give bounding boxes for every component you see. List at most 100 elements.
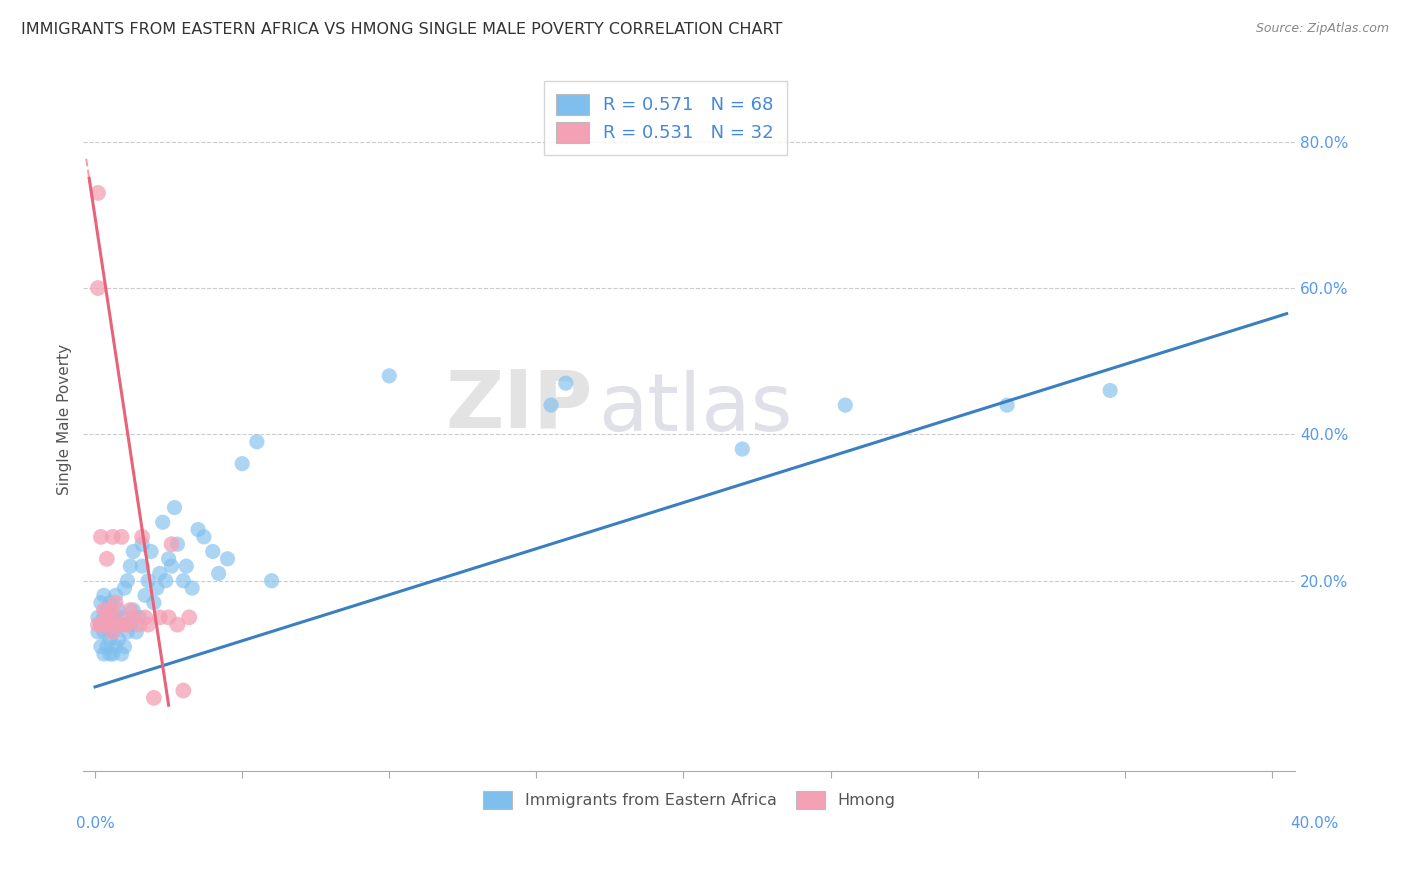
- Point: [142, 596, 165, 610]
- Point: [149, 566, 172, 581]
- Point: [87, 625, 110, 640]
- Point: [134, 610, 156, 624]
- Point: [172, 683, 194, 698]
- Legend: Immigrants from Eastern Africa, Hmong: Immigrants from Eastern Africa, Hmong: [477, 784, 901, 816]
- Point: [90, 596, 112, 610]
- Point: [96, 640, 118, 654]
- Point: [540, 398, 562, 412]
- Point: [149, 610, 172, 624]
- Point: [117, 574, 139, 588]
- Point: [104, 617, 127, 632]
- Point: [166, 617, 188, 632]
- Text: atlas: atlas: [599, 370, 793, 449]
- Point: [128, 617, 150, 632]
- Point: [136, 574, 159, 588]
- Point: [87, 610, 110, 624]
- Point: [114, 640, 136, 654]
- Point: [107, 603, 129, 617]
- Point: [163, 500, 186, 515]
- Point: [98, 596, 121, 610]
- Point: [114, 617, 136, 632]
- Point: [110, 530, 132, 544]
- Point: [98, 632, 121, 647]
- Point: [146, 581, 169, 595]
- Point: [166, 537, 188, 551]
- Point: [93, 625, 115, 640]
- Text: Source: ZipAtlas.com: Source: ZipAtlas.com: [1256, 22, 1389, 36]
- Point: [174, 559, 197, 574]
- Point: [87, 281, 110, 295]
- Point: [131, 559, 153, 574]
- Point: [101, 610, 124, 624]
- Point: [260, 574, 283, 588]
- Point: [139, 544, 162, 558]
- Point: [96, 617, 118, 632]
- Point: [120, 617, 142, 632]
- Point: [172, 574, 194, 588]
- Point: [104, 588, 127, 602]
- Point: [101, 530, 124, 544]
- Point: [157, 551, 180, 566]
- Point: [120, 603, 142, 617]
- Text: 40.0%: 40.0%: [1291, 816, 1339, 831]
- Point: [101, 647, 124, 661]
- Point: [122, 544, 145, 558]
- Point: [731, 442, 754, 456]
- Point: [87, 617, 110, 632]
- Point: [104, 640, 127, 654]
- Point: [193, 530, 215, 544]
- Point: [98, 603, 121, 617]
- Point: [995, 398, 1018, 412]
- Point: [90, 530, 112, 544]
- Point: [96, 551, 118, 566]
- Point: [217, 551, 239, 566]
- Text: 0.0%: 0.0%: [76, 816, 115, 831]
- Point: [201, 544, 224, 558]
- Point: [134, 588, 156, 602]
- Point: [120, 559, 142, 574]
- Point: [160, 559, 183, 574]
- Point: [207, 566, 229, 581]
- Point: [107, 632, 129, 647]
- Point: [157, 610, 180, 624]
- Point: [554, 376, 576, 391]
- Point: [834, 398, 856, 412]
- Point: [155, 574, 177, 588]
- Point: [114, 581, 136, 595]
- Point: [117, 617, 139, 632]
- Point: [104, 596, 127, 610]
- Point: [128, 610, 150, 624]
- Point: [93, 610, 115, 624]
- Point: [117, 625, 139, 640]
- Point: [179, 610, 201, 624]
- Point: [93, 647, 115, 661]
- Point: [98, 647, 121, 661]
- Point: [110, 647, 132, 661]
- Point: [1099, 384, 1122, 398]
- Point: [136, 617, 159, 632]
- Point: [90, 617, 112, 632]
- Point: [101, 625, 124, 640]
- Point: [87, 186, 110, 200]
- Point: [122, 610, 145, 624]
- Point: [104, 610, 127, 624]
- Point: [181, 581, 204, 595]
- Point: [131, 530, 153, 544]
- Point: [98, 617, 121, 632]
- Point: [131, 537, 153, 551]
- Point: [110, 610, 132, 624]
- Point: [93, 588, 115, 602]
- Point: [93, 617, 115, 632]
- Point: [125, 625, 148, 640]
- Y-axis label: Single Male Poverty: Single Male Poverty: [58, 344, 72, 495]
- Point: [378, 368, 401, 383]
- Point: [96, 603, 118, 617]
- Point: [160, 537, 183, 551]
- Point: [90, 640, 112, 654]
- Point: [98, 617, 121, 632]
- Point: [142, 690, 165, 705]
- Point: [231, 457, 253, 471]
- Text: IMMIGRANTS FROM EASTERN AFRICA VS HMONG SINGLE MALE POVERTY CORRELATION CHART: IMMIGRANTS FROM EASTERN AFRICA VS HMONG …: [21, 22, 783, 37]
- Point: [246, 434, 269, 449]
- Point: [107, 617, 129, 632]
